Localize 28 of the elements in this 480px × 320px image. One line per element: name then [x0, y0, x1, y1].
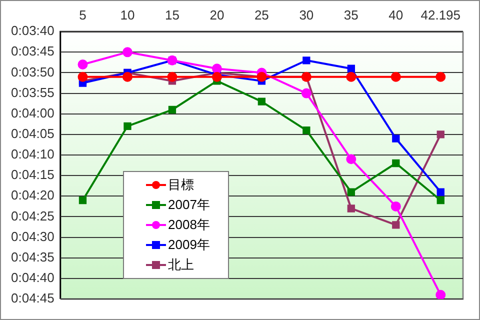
y-tick-label: 0:04:05: [11, 126, 54, 142]
x-tick-label: 10: [120, 7, 135, 22]
legend-label: 2009年: [168, 236, 210, 254]
y-tick-label: 0:03:50: [11, 64, 54, 80]
x-tick-label: 5: [79, 7, 86, 22]
x-tick-label: 42.195: [420, 7, 461, 22]
x-tick-label: 15: [164, 7, 180, 22]
y-tick-label: 0:04:10: [11, 146, 54, 162]
x-tick-label: 20: [210, 7, 224, 22]
legend-label: 北上: [168, 256, 194, 274]
x-tick-label: 35: [344, 7, 358, 22]
x-tick-label: 30: [299, 7, 314, 22]
y-tick-label: 0:04:35: [11, 249, 54, 264]
legend-label: 目標: [168, 176, 194, 194]
y-tick-label: 0:03:55: [11, 84, 54, 100]
y-tick-label: 0:03:40: [11, 23, 54, 38]
y-tick-label: 0:03:45: [11, 44, 54, 59]
y-tick-label: 0:04:40: [11, 270, 54, 286]
y-tick-label: 0:04:30: [11, 228, 54, 244]
y-tick-label: 0:04:15: [11, 167, 54, 182]
y-tick-label: 0:04:20: [11, 188, 54, 203]
legend-label: 2008年: [168, 216, 210, 234]
y-tick-label: 0:04:25: [11, 208, 54, 224]
y-tick-label: 0:04:45: [11, 290, 54, 306]
y-tick-label: 0:04:00: [11, 105, 54, 120]
x-tick-label: 25: [254, 7, 269, 22]
x-tick-label: 40: [388, 7, 404, 22]
legend-label: 2007年: [168, 196, 210, 214]
